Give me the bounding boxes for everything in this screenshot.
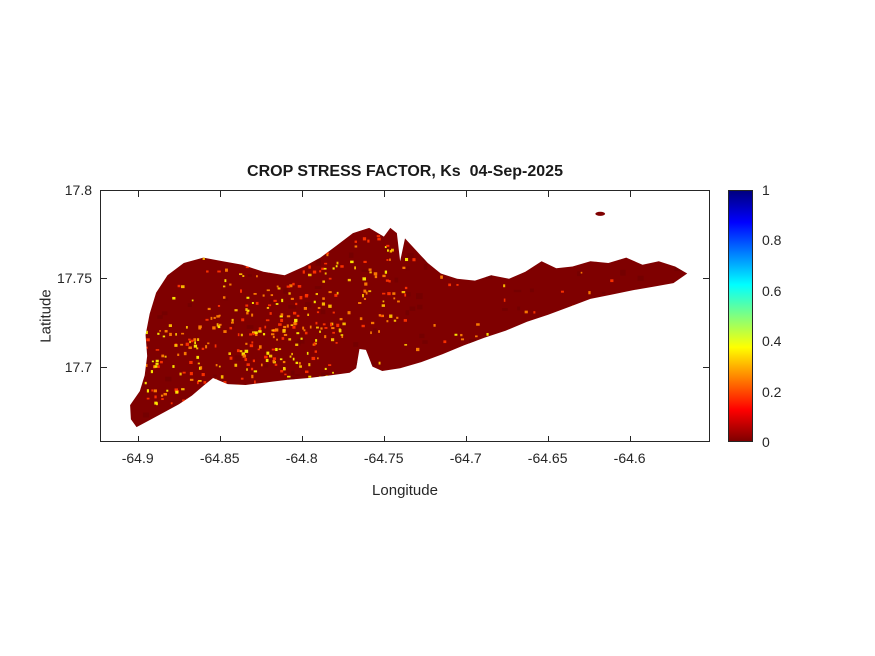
tick-mark <box>301 191 303 197</box>
chart-title: CROP STRESS FACTOR, Ks 04-Sep-2025 <box>247 163 563 180</box>
colorbar <box>728 190 753 442</box>
plot-area <box>100 190 710 442</box>
y-tick-label: 17.8 <box>64 182 92 198</box>
island-body <box>130 227 688 428</box>
tick-mark <box>703 278 709 280</box>
offshore-islet <box>595 211 606 216</box>
tick-mark <box>703 366 709 368</box>
x-tick-label: -64.7 <box>449 450 482 466</box>
tick-mark <box>301 436 303 442</box>
tick-mark <box>383 191 385 197</box>
y-axis-label: Latitude <box>37 289 55 343</box>
y-tick-label: 17.75 <box>56 270 92 287</box>
y-tick-label: 17.7 <box>64 358 92 375</box>
colorbar-tick-label: 0.8 <box>762 232 782 249</box>
tick-mark <box>383 436 385 442</box>
x-tick-label: -64.75 <box>363 450 404 466</box>
tick-mark <box>101 190 107 191</box>
tick-mark <box>547 436 549 442</box>
tick-mark <box>137 436 139 442</box>
tick-mark <box>219 191 221 197</box>
tick-mark <box>465 191 467 197</box>
tick-mark <box>137 191 139 197</box>
tick-mark <box>101 366 107 368</box>
colorbar-tick-label: 0 <box>762 434 770 450</box>
x-tick-label: -64.8 <box>285 450 318 466</box>
island-heatmap <box>130 211 688 428</box>
colorbar-tick-label: 0.6 <box>762 282 782 299</box>
colorbar-tick-label: 1 <box>762 182 770 198</box>
colorbar-tick-label: 0.2 <box>762 383 782 400</box>
tick-mark <box>703 190 709 191</box>
colorbar-tick-label: 0.4 <box>762 333 782 350</box>
x-tick-label: -64.85 <box>199 450 240 466</box>
x-tick-label: -64.65 <box>527 450 568 466</box>
tick-mark <box>547 191 549 197</box>
tick-mark <box>219 436 221 442</box>
x-tick-label: -64.6 <box>613 450 646 466</box>
tick-mark <box>465 436 467 442</box>
tick-mark <box>101 278 107 280</box>
x-tick-label: -64.9 <box>121 450 154 466</box>
tick-mark <box>629 191 631 197</box>
tick-mark <box>629 436 631 442</box>
x-axis-label: Longitude <box>372 482 438 499</box>
